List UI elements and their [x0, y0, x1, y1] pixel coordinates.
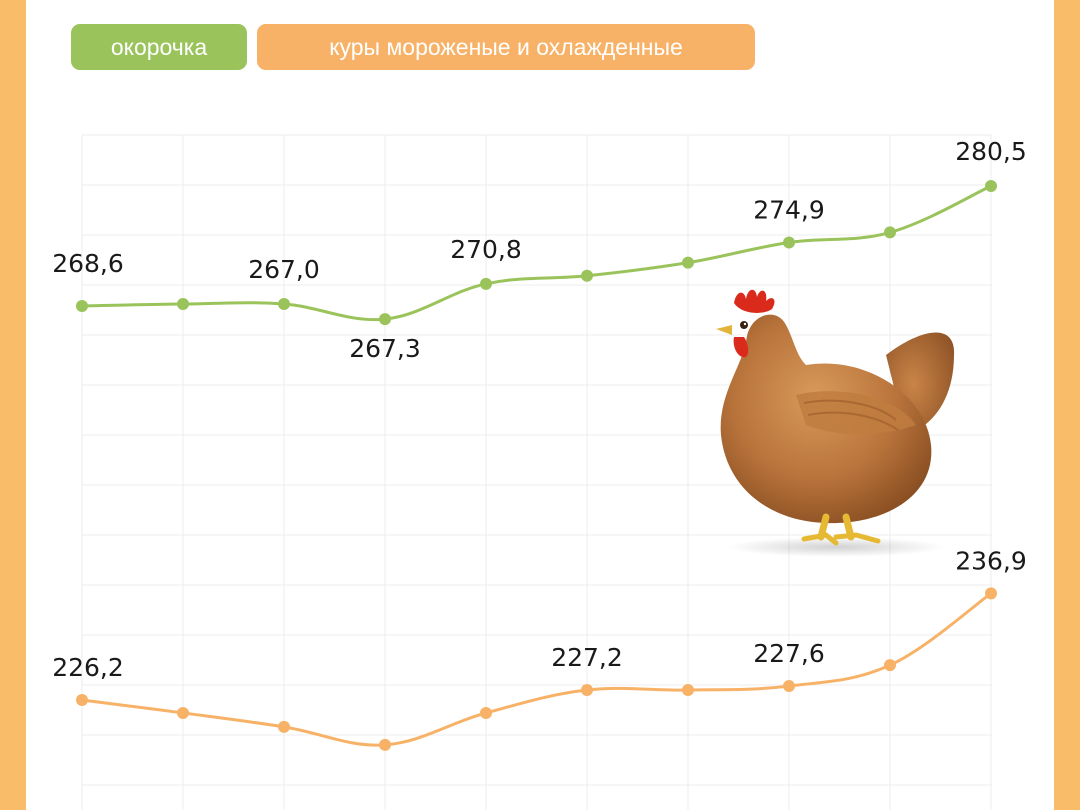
series-0-point	[682, 256, 694, 269]
series-1-point	[480, 706, 492, 719]
series-1-data-label: 226,2	[52, 653, 124, 682]
chart-card: окорочка куры мороженые и охлажденные 26…	[26, 0, 1054, 810]
series-0-data-label: 267,0	[248, 255, 320, 284]
series-0-point	[379, 313, 391, 326]
series-0-point	[581, 269, 593, 282]
series-0-data-label: 267,3	[349, 334, 421, 363]
line-chart: 268,6 267,0 267,3 270,8 274,9 280,5 226,2 227,2…	[52, 134, 1027, 810]
series-1-point	[278, 720, 290, 733]
series-1-point	[581, 684, 593, 697]
series-0-data-label: 268,6	[52, 249, 124, 278]
grid	[81, 134, 992, 810]
series-0-point	[76, 300, 88, 312]
series-1-point	[177, 706, 189, 719]
series-0-data-label: 274,9	[753, 195, 825, 224]
series-1-point	[379, 738, 391, 751]
series-1-data-label: 227,6	[753, 639, 825, 668]
series-1-data-label: 227,2	[551, 643, 623, 672]
series-0-point	[177, 297, 189, 310]
series-0-point	[278, 297, 290, 310]
series-0-point	[783, 236, 795, 249]
series-layer: 268,6 267,0 267,3 270,8 274,9 280,5 226,2 227,2…	[52, 137, 1027, 751]
legend-item-okorochka: окорочка	[71, 24, 247, 70]
series-1-point	[884, 659, 896, 672]
series-1-point	[783, 680, 795, 693]
series-0-point	[884, 226, 896, 239]
series-1-point	[76, 694, 88, 706]
series-1-line	[81, 592, 992, 747]
series-0-line	[81, 184, 992, 322]
series-0-point	[985, 180, 997, 193]
series-1-data-label: 236,9	[955, 546, 1027, 575]
series-0-point	[480, 277, 492, 290]
series-0-data-label: 270,8	[450, 235, 522, 264]
legend: окорочка куры мороженые и охлажденные	[71, 24, 755, 70]
series-0-data-label: 280,5	[955, 137, 1027, 166]
series-1-point	[682, 684, 694, 697]
chicken-illustration	[716, 289, 955, 557]
legend-item-kury: куры мороженые и охлажденные	[257, 24, 755, 70]
series-1-point	[985, 587, 997, 600]
